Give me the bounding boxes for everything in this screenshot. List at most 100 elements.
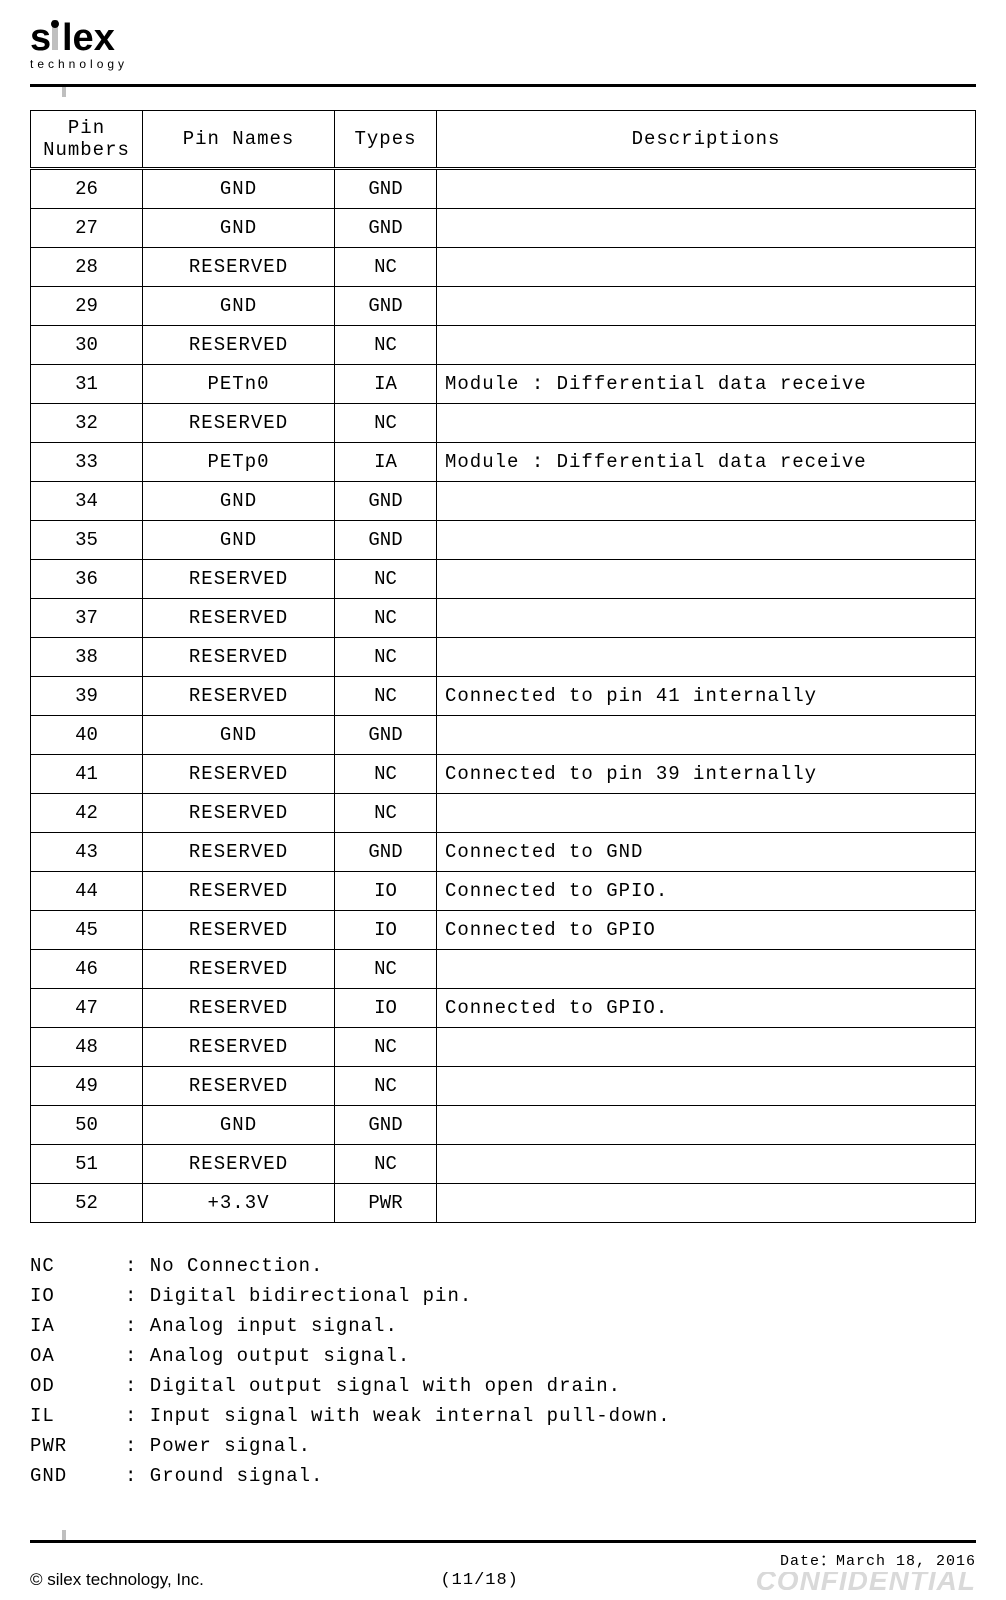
cell-pin-number: 43 (31, 833, 143, 872)
cell-type: NC (335, 326, 437, 365)
legend-row: IO: Digital bidirectional pin. (30, 1281, 976, 1311)
legend-desc: : Power signal. (125, 1431, 311, 1461)
table-row: 46RESERVEDNC (31, 950, 976, 989)
legend-desc: : Input signal with weak internal pull-d… (125, 1401, 671, 1431)
legend-code: IO (30, 1281, 125, 1311)
cell-description (437, 950, 976, 989)
cell-type: IA (335, 365, 437, 404)
cell-pin-name: RESERVED (143, 911, 335, 950)
cell-type: NC (335, 1145, 437, 1184)
legend-row: OA: Analog output signal. (30, 1341, 976, 1371)
cell-type: GND (335, 833, 437, 872)
table-row: 36RESERVEDNC (31, 560, 976, 599)
legend-desc: : Digital output signal with open drain. (125, 1371, 621, 1401)
cell-pin-number: 35 (31, 521, 143, 560)
cell-pin-number: 26 (31, 169, 143, 209)
cell-pin-number: 31 (31, 365, 143, 404)
cell-description (437, 326, 976, 365)
cell-pin-number: 42 (31, 794, 143, 833)
cell-type: GND (335, 209, 437, 248)
cell-pin-number: 29 (31, 287, 143, 326)
cell-pin-name: GND (143, 1106, 335, 1145)
cell-description (437, 248, 976, 287)
cell-description (437, 1106, 976, 1145)
logo-subtext: technology (30, 57, 128, 71)
legend-row: NC: No Connection. (30, 1251, 976, 1281)
legend-desc: : Analog output signal. (125, 1341, 410, 1371)
cell-description (437, 560, 976, 599)
cell-description (437, 404, 976, 443)
legend-desc: : Ground signal. (125, 1461, 323, 1491)
cell-pin-number: 38 (31, 638, 143, 677)
col-header-pin-numbers: Pin Numbers (31, 111, 143, 169)
table-row: 30RESERVEDNC (31, 326, 976, 365)
cell-pin-number: 30 (31, 326, 143, 365)
legend-row: PWR: Power signal. (30, 1431, 976, 1461)
cell-type: NC (335, 599, 437, 638)
cell-description (437, 169, 976, 209)
cell-type: NC (335, 677, 437, 716)
cell-type: IO (335, 911, 437, 950)
cell-pin-name: RESERVED (143, 1145, 335, 1184)
cell-type: NC (335, 560, 437, 599)
cell-pin-name: RESERVED (143, 755, 335, 794)
cell-pin-number: 51 (31, 1145, 143, 1184)
cell-pin-number: 27 (31, 209, 143, 248)
table-row: 28RESERVEDNC (31, 248, 976, 287)
table-row: 47RESERVEDIOConnected to GPIO. (31, 989, 976, 1028)
cell-pin-name: GND (143, 521, 335, 560)
table-row: 44RESERVEDIOConnected to GPIO. (31, 872, 976, 911)
table-row: 48RESERVEDNC (31, 1028, 976, 1067)
cell-description (437, 716, 976, 755)
legend-code: OD (30, 1371, 125, 1401)
pin-table: Pin Numbers Pin Names Types Descriptions… (30, 110, 976, 1223)
table-row: 40GNDGND (31, 716, 976, 755)
cell-type: NC (335, 950, 437, 989)
cell-description: Module : Differential data receive (437, 365, 976, 404)
cell-description: Connected to GPIO. (437, 872, 976, 911)
legend-desc: : Digital bidirectional pin. (125, 1281, 472, 1311)
legend-row: GND: Ground signal. (30, 1461, 976, 1491)
cell-pin-name: RESERVED (143, 1067, 335, 1106)
table-row: 49RESERVEDNC (31, 1067, 976, 1106)
table-row: 41RESERVEDNCConnected to pin 39 internal… (31, 755, 976, 794)
cell-description (437, 521, 976, 560)
cell-pin-name: RESERVED (143, 677, 335, 716)
legend-code: GND (30, 1461, 125, 1491)
cell-description (437, 287, 976, 326)
cell-pin-number: 33 (31, 443, 143, 482)
cell-pin-number: 40 (31, 716, 143, 755)
logo: s lex technology (30, 16, 976, 76)
cell-pin-name: RESERVED (143, 560, 335, 599)
cell-pin-number: 36 (31, 560, 143, 599)
cell-pin-number: 39 (31, 677, 143, 716)
legend-row: IL: Input signal with weak internal pull… (30, 1401, 976, 1431)
page: s lex technology Pin Numbers Pin Names T… (0, 0, 1006, 1600)
cell-pin-number: 44 (31, 872, 143, 911)
cell-pin-name: GND (143, 482, 335, 521)
cell-pin-number: 52 (31, 1184, 143, 1223)
cell-type: IO (335, 872, 437, 911)
table-row: 52+3.3VPWR (31, 1184, 976, 1223)
legend-desc: : Analog input signal. (125, 1311, 398, 1341)
table-row: 31PETn0IAModule : Differential data rece… (31, 365, 976, 404)
cell-pin-name: RESERVED (143, 404, 335, 443)
cell-pin-number: 47 (31, 989, 143, 1028)
cell-type: GND (335, 521, 437, 560)
table-row: 50GNDGND (31, 1106, 976, 1145)
footer-date: Date：March 18, 2016 (756, 1549, 976, 1570)
cell-pin-number: 34 (31, 482, 143, 521)
watermark: CONFIDENTIAL (756, 1572, 976, 1590)
cell-pin-name: RESERVED (143, 872, 335, 911)
cell-pin-number: 50 (31, 1106, 143, 1145)
cell-pin-name: +3.3V (143, 1184, 335, 1223)
footer: © silex technology, Inc. (11/18) Date：Ma… (30, 1537, 976, 1590)
legend-code: IA (30, 1311, 125, 1341)
page-number: (11/18) (440, 1571, 518, 1590)
cell-type: NC (335, 1067, 437, 1106)
cell-pin-name: PETp0 (143, 443, 335, 482)
cell-pin-name: RESERVED (143, 1028, 335, 1067)
legend-code: OA (30, 1341, 125, 1371)
cell-description (437, 599, 976, 638)
cell-pin-number: 45 (31, 911, 143, 950)
